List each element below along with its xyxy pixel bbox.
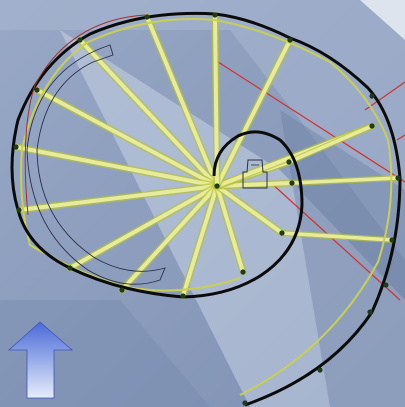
vertex-marker (289, 180, 295, 186)
vertex-marker (240, 269, 246, 275)
vertex-marker (13, 144, 19, 150)
vertex-marker (367, 309, 373, 315)
vertex-marker (369, 123, 375, 129)
tread-line (290, 176, 400, 185)
north-arrow-icon[interactable] (7, 321, 74, 399)
tread-line (78, 38, 219, 188)
newel-post (242, 159, 268, 189)
tread-line (120, 184, 219, 292)
vertex-marker (180, 293, 186, 299)
light-panel-diagonal (60, 30, 405, 407)
vertex-marker (317, 367, 323, 373)
vertex-marker (214, 183, 220, 189)
vertex-marker (389, 237, 395, 243)
vertex-marker (279, 230, 285, 236)
tread-line (181, 184, 219, 298)
tread-line (68, 184, 219, 270)
vertex-marker (369, 93, 375, 99)
vertex-marker (34, 87, 40, 93)
stair-outline (10, 11, 402, 407)
tread-line (145, 15, 219, 188)
stringer-line (20, 17, 393, 396)
tread-line (215, 38, 292, 188)
vertex-marker (67, 265, 73, 271)
vertex-marker (144, 14, 150, 20)
vertex-marker (286, 159, 292, 165)
tread-line (215, 184, 284, 235)
stair-treads (12, 11, 401, 300)
outer-outline (10, 11, 402, 407)
inner-stringer (20, 17, 393, 396)
vertex-marker (242, 400, 248, 406)
vertex-marker (16, 207, 22, 213)
tread-line (215, 184, 245, 274)
vertex-marker (395, 175, 401, 181)
tread-line (287, 124, 374, 164)
light-panel-top (0, 0, 405, 260)
vertex-marker (212, 12, 218, 18)
tread-line (17, 184, 219, 212)
vertex-marker (77, 37, 83, 43)
handrail-outline (26, 44, 166, 285)
tread-line (14, 145, 219, 188)
vertex-marker (287, 37, 293, 43)
red-guide-lines (214, 59, 405, 301)
vertex-marker (383, 282, 389, 288)
vertex-marker (119, 287, 125, 293)
red-inner-edge (24, 14, 146, 216)
tread-line (35, 88, 219, 188)
pale-corner (360, 0, 405, 40)
tread-line (280, 231, 394, 242)
